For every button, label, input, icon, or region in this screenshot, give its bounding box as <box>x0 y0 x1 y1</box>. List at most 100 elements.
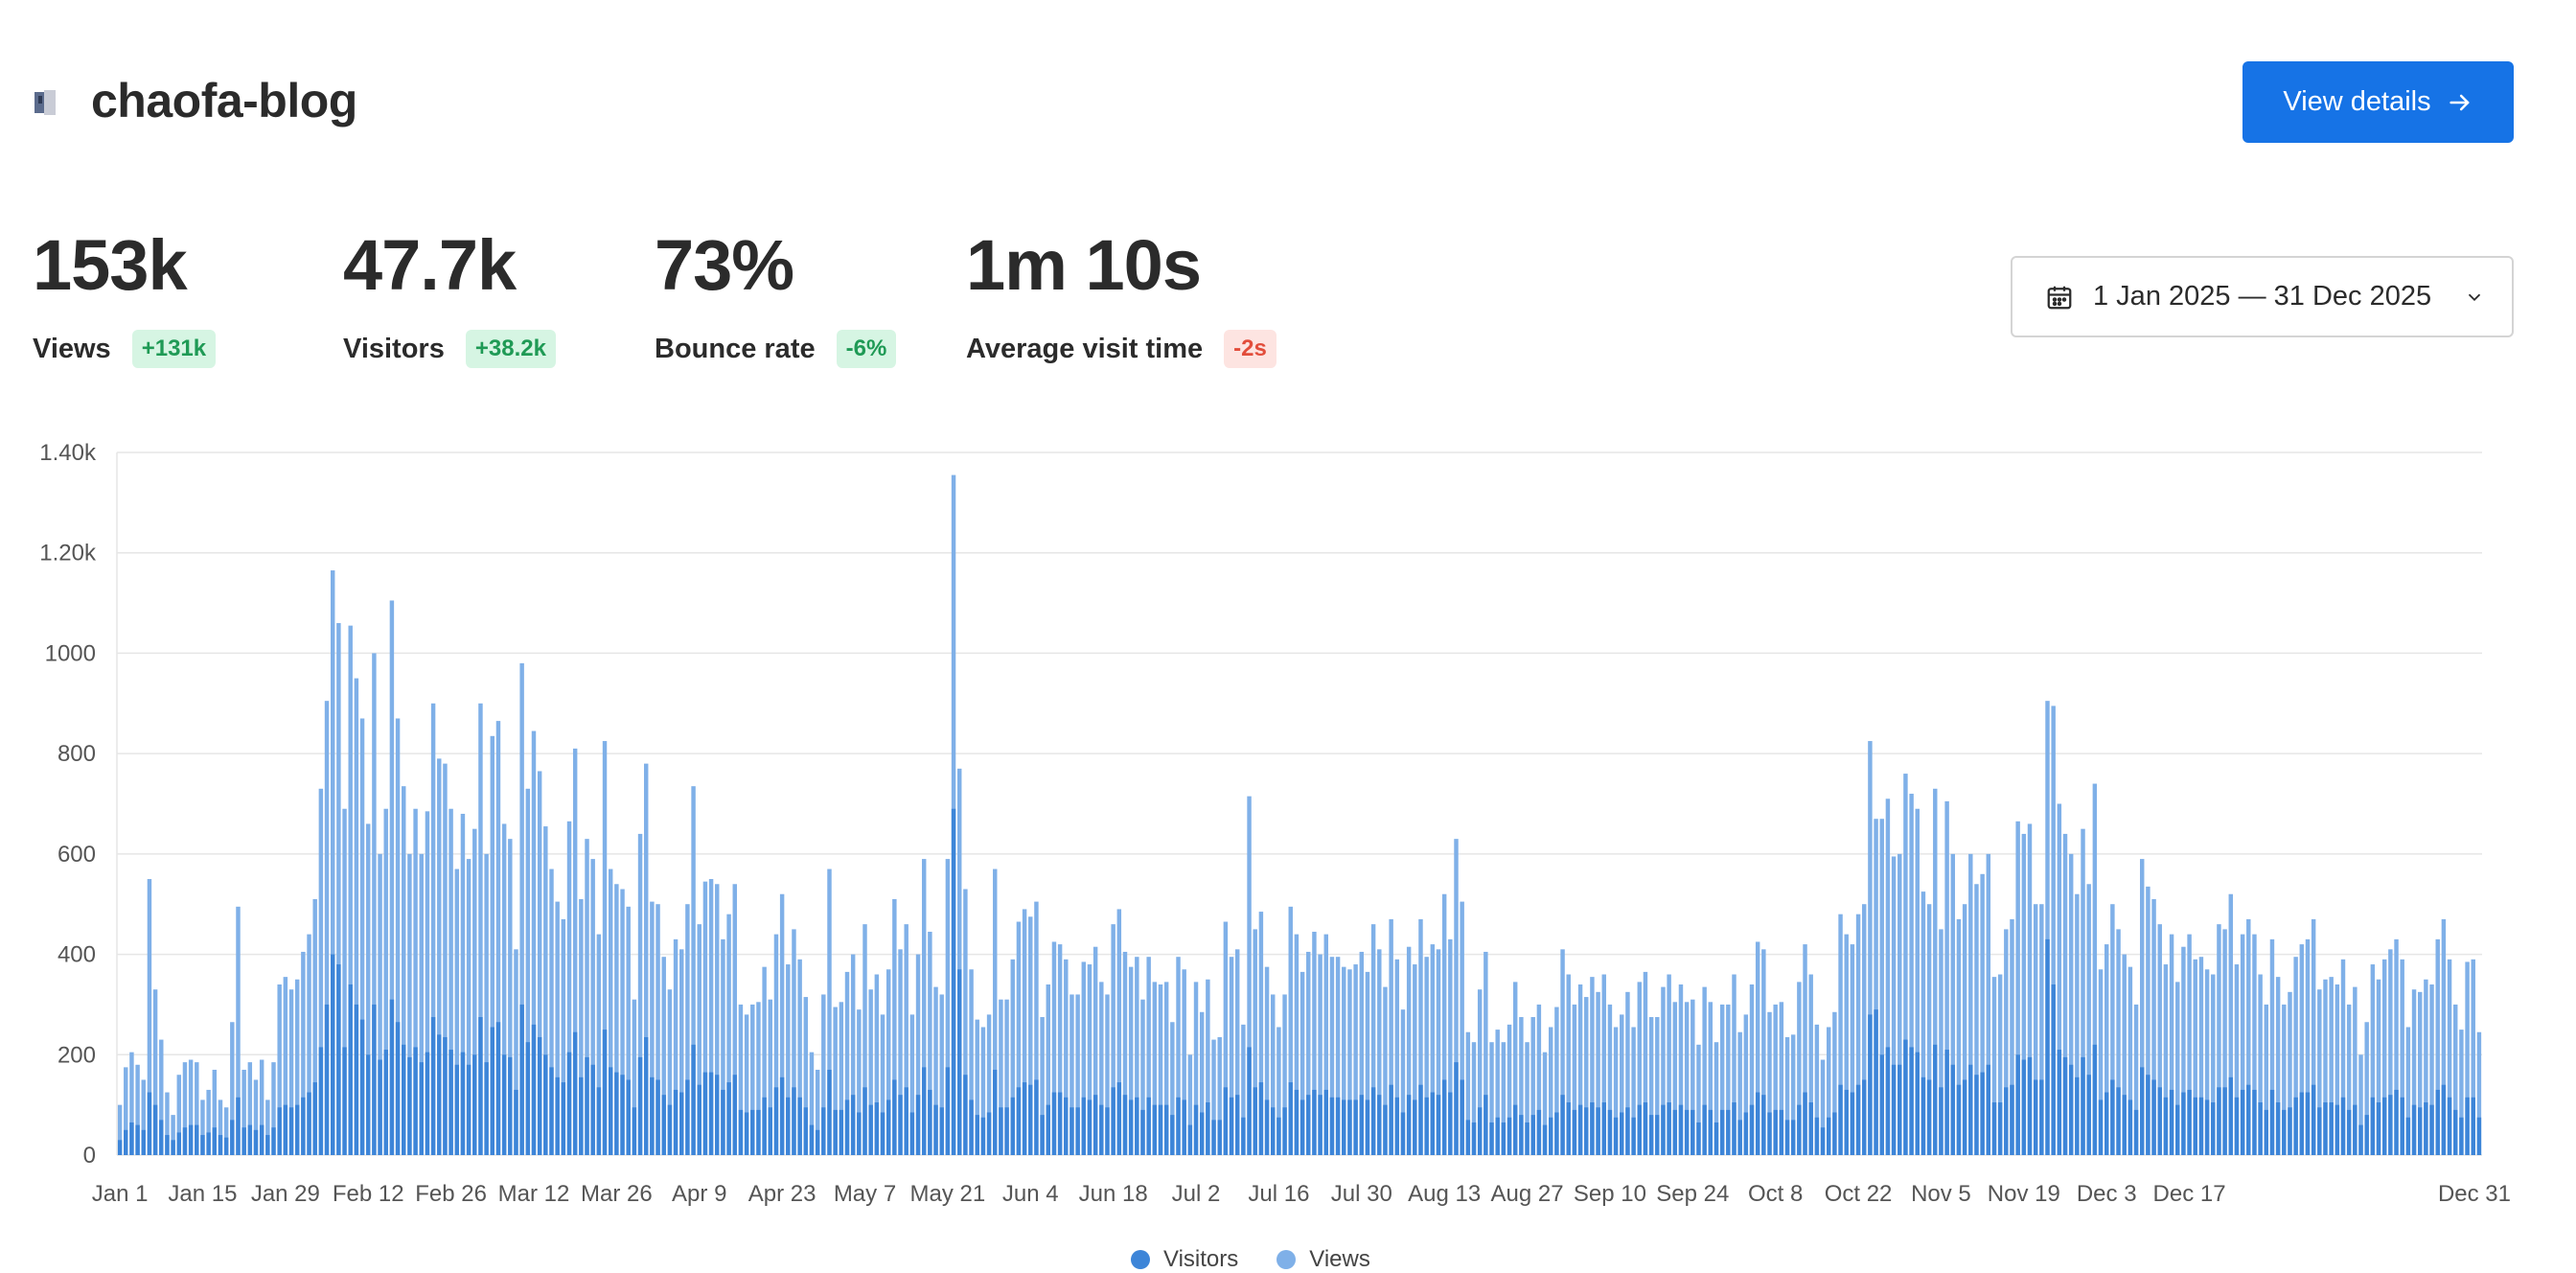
visitors-bar <box>928 1089 932 1155</box>
visitors-bar <box>1784 1120 1790 1155</box>
visitors-bar <box>933 1104 938 1155</box>
visitors-bar <box>312 1082 317 1155</box>
views-bar <box>1028 916 1033 1155</box>
visitors-bar <box>165 1135 170 1155</box>
views-bar <box>1264 966 1270 1155</box>
visitors-bar <box>2051 984 2056 1155</box>
x-tick-label: Jul 16 <box>1248 1181 1309 1207</box>
visitors-bar <box>195 1124 199 1155</box>
visitors-bar <box>1726 1109 1731 1155</box>
visitors-bar <box>697 1084 702 1155</box>
views-bar <box>768 999 773 1155</box>
visitors-bar <box>2163 1097 2169 1155</box>
metric-label: Average visit time <box>966 333 1204 364</box>
visitors-bar <box>543 1054 548 1155</box>
visitors-bar <box>135 1124 140 1155</box>
visitors-bar <box>1389 1084 1393 1155</box>
visitors-bar <box>1211 1120 1216 1155</box>
views-bar <box>1761 949 1766 1155</box>
date-range-picker[interactable]: 1 Jan 2025 — 31 Dec 2025 <box>2011 256 2514 337</box>
legend-label: Visitors <box>1163 1246 1239 1272</box>
visitors-bar <box>437 1034 442 1155</box>
views-bar <box>1667 974 1671 1155</box>
visitors-bar <box>1460 1079 1464 1155</box>
visitors-bar <box>2175 1104 2180 1155</box>
visitors-bar <box>685 1079 690 1155</box>
views-bar <box>1051 941 1057 1155</box>
views-bar <box>330 570 335 1155</box>
x-tick-label: Aug 27 <box>1491 1181 1564 1207</box>
views-bar <box>821 994 826 1155</box>
views-bar <box>1377 949 1382 1155</box>
visitors-bar <box>2128 1099 2133 1155</box>
views-bar <box>614 884 619 1155</box>
legend-item-views[interactable]: Views <box>1276 1246 1370 1273</box>
visitors-bar <box>839 1109 844 1155</box>
legend-item-visitors[interactable]: Visitors <box>1131 1246 1238 1273</box>
visitors-bar <box>466 1064 472 1155</box>
views-bar <box>129 1052 134 1155</box>
views-bar <box>1637 982 1642 1155</box>
views-bar <box>259 1059 264 1155</box>
views-bar <box>1099 982 1104 1155</box>
x-tick-label: May 21 <box>910 1181 986 1207</box>
x-tick-label: Jun 18 <box>1079 1181 1148 1207</box>
views-bar <box>200 1099 205 1155</box>
views-bar <box>857 1009 862 1155</box>
views-bar <box>336 623 341 1155</box>
views-bar <box>2334 984 2340 1155</box>
views-bar <box>1070 994 1074 1155</box>
visitors-bar <box>2376 1102 2381 1155</box>
visitors-bar <box>389 999 395 1155</box>
visitors-bar <box>915 1095 921 1155</box>
visitors-bar <box>673 1089 678 1155</box>
views-bar <box>1962 904 1967 1155</box>
visitors-bar <box>1779 1109 1784 1155</box>
visitors-bar <box>1991 1102 1997 1155</box>
visitors-bar <box>2288 1107 2292 1155</box>
views-bar <box>1064 959 1069 1155</box>
visitors-bar <box>1850 1092 1855 1155</box>
views-bar <box>1909 794 1914 1155</box>
views-bar <box>1862 904 1867 1155</box>
visitors-bar <box>271 1127 276 1155</box>
views-bar <box>2193 959 2197 1155</box>
x-tick-label: Oct 8 <box>1748 1181 1803 1207</box>
visitors-bar <box>1010 1097 1015 1155</box>
visitors-bar <box>1719 1109 1725 1155</box>
views-bar <box>1690 999 1695 1155</box>
visitors-bar <box>2405 1117 2411 1155</box>
visitors-bar <box>986 1112 992 1155</box>
visitors-bar <box>2122 1095 2127 1155</box>
visitors-bar <box>1193 1104 1199 1155</box>
views-bar <box>762 966 767 1155</box>
visitors-bar <box>1590 1102 1595 1155</box>
visitors-bar <box>117 1140 123 1155</box>
visitors-bar <box>2364 1115 2369 1155</box>
visitors-bar <box>1247 1047 1252 1155</box>
visitors-bar <box>1690 1109 1695 1155</box>
visitors-bar <box>514 1089 518 1155</box>
views-bar <box>602 741 608 1155</box>
visitors-bar <box>1400 1112 1406 1155</box>
visitors-bar <box>726 1082 731 1155</box>
views-bar <box>773 934 779 1155</box>
visitors-bar <box>472 1054 477 1155</box>
views-bar <box>1323 934 1328 1155</box>
views-bar <box>880 1014 886 1155</box>
views-bar <box>1968 853 1973 1155</box>
visitors-bar <box>1040 1115 1045 1155</box>
x-tick-label: Jul 30 <box>1331 1181 1392 1207</box>
visitors-bar <box>803 1107 809 1155</box>
visitors-bar <box>2435 1089 2440 1155</box>
views-bar <box>1158 984 1163 1155</box>
visitors-bar <box>637 1056 643 1155</box>
views-bar <box>1436 949 1441 1155</box>
views-bar <box>2051 706 2056 1155</box>
visitors-bar <box>359 1019 365 1155</box>
views-bar <box>1696 1044 1701 1155</box>
views-bar <box>673 938 678 1155</box>
views-bar <box>135 1064 140 1155</box>
view-details-button[interactable]: View details <box>2242 61 2514 143</box>
views-bar <box>1312 932 1317 1155</box>
